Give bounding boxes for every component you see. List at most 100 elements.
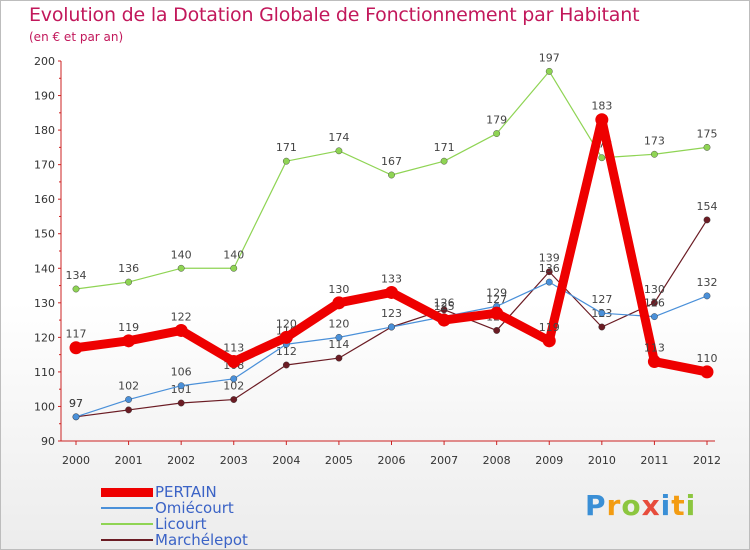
data-label-licourt: 140 [171, 248, 192, 261]
data-label-licourt: 174 [328, 131, 349, 144]
logo-letter: x [641, 489, 661, 522]
data-label-marchelepot: 139 [539, 252, 560, 265]
data-label-omiecourt: 136 [539, 262, 560, 275]
data-point-pertain [227, 355, 241, 369]
legend-swatch-pertain [101, 487, 153, 497]
data-label-omiecourt: 123 [381, 307, 402, 320]
x-tick-label: 2009 [535, 454, 563, 467]
data-point-marchelepot [282, 361, 290, 369]
data-point-marchelepot [177, 399, 185, 407]
data-point-marchelepot [125, 406, 132, 414]
data-label-marchelepot: 101 [171, 383, 192, 396]
chart-title: Evolution de la Dotation Globale de Fonc… [29, 4, 640, 26]
data-label-omiecourt: 132 [697, 276, 718, 289]
series-line-omiecourt [75, 281, 708, 418]
logo-letter: i [685, 489, 697, 522]
data-point-omiecourt [598, 309, 606, 317]
data-point-marchelepot [493, 327, 501, 334]
data-point-licourt [440, 157, 448, 165]
data-label-marchelepot: 102 [223, 380, 244, 393]
data-label-omiecourt: 106 [171, 366, 192, 379]
data-label-pertain: 125 [434, 300, 455, 313]
logo-letter: r [606, 489, 622, 522]
y-tick-label: 190 [34, 90, 55, 103]
data-point-omiecourt [230, 375, 238, 383]
data-label-pertain: 127 [486, 293, 507, 306]
data-label-pertain: 110 [697, 352, 718, 365]
y-tick-label: 110 [34, 366, 55, 379]
data-label-licourt: 175 [697, 127, 718, 140]
data-label-omiecourt: 120 [328, 317, 349, 330]
data-point-pertain [542, 334, 556, 348]
data-point-omiecourt [651, 313, 658, 321]
data-label-pertain: 119 [118, 321, 139, 334]
legend-item-licourt: Licourt [101, 516, 248, 532]
data-point-marchelepot [440, 306, 448, 314]
data-label-pertain: 119 [539, 321, 560, 334]
x-tick-label: 2007 [430, 454, 458, 467]
x-tick-label: 2010 [588, 454, 616, 467]
data-label-pertain: 122 [171, 310, 192, 323]
data-point-licourt [282, 157, 290, 165]
legend-label: Marchélepot [155, 531, 248, 549]
legend-item-omiecourt: Omiécourt [101, 500, 248, 516]
data-label-omiecourt: 97 [69, 397, 83, 410]
data-label-licourt: 134 [66, 269, 87, 282]
data-point-licourt [125, 278, 132, 286]
data-label-pertain: 120 [276, 317, 297, 330]
data-point-omiecourt [703, 292, 711, 300]
data-point-marchelepot [335, 354, 343, 362]
data-point-licourt [493, 130, 501, 137]
x-tick-label: 2008 [483, 454, 511, 467]
data-point-pertain [332, 296, 346, 310]
legend-label: PERTAIN [155, 483, 217, 501]
x-tick-label: 2006 [378, 454, 406, 467]
data-label-pertain: 133 [381, 272, 402, 285]
legend-swatch-marchelepot [101, 539, 153, 541]
data-label-omiecourt: 129 [486, 286, 507, 299]
data-label-omiecourt: 126 [644, 297, 665, 310]
y-tick-label: 170 [34, 159, 55, 172]
logo-letter: i [660, 489, 672, 522]
data-point-pertain [279, 330, 293, 344]
legend-label: Omiécourt [155, 499, 234, 517]
legend-item-marchelepot: Marchélepot [101, 532, 248, 548]
data-point-marchelepot [230, 396, 238, 403]
data-label-licourt: 173 [644, 134, 665, 147]
data-point-omiecourt [125, 396, 132, 403]
data-label-marchelepot: 97 [69, 397, 83, 410]
data-point-pertain [595, 113, 609, 127]
logo-letter: P [585, 489, 607, 522]
data-point-licourt [598, 154, 606, 162]
x-tick-label: 2002 [167, 454, 195, 467]
data-label-licourt: 171 [276, 141, 297, 154]
data-label-pertain: 117 [66, 328, 87, 341]
data-point-licourt [230, 264, 238, 272]
data-point-pertain [490, 306, 504, 320]
y-tick-label: 140 [34, 262, 55, 275]
y-tick-label: 100 [34, 400, 55, 413]
data-label-pertain: 113 [644, 342, 665, 355]
y-tick-label: 160 [34, 193, 55, 206]
data-point-marchelepot [651, 299, 658, 307]
legend-label: Licourt [155, 515, 207, 533]
legend: PERTAIN Omiécourt Licourt Marchélepot [101, 484, 248, 548]
data-label-licourt: 140 [223, 248, 244, 261]
x-tick-label: 2004 [272, 454, 300, 467]
logo-letter: t [671, 489, 686, 522]
y-tick-label: 120 [34, 331, 55, 344]
x-tick-label: 2012 [693, 454, 721, 467]
data-label-pertain: 183 [591, 100, 612, 113]
data-point-marchelepot [703, 216, 711, 224]
chart-subtitle: (en € et par an) [29, 30, 124, 44]
data-label-omiecourt: 102 [118, 380, 139, 393]
y-tick-label: 90 [41, 435, 55, 448]
data-point-pertain [385, 285, 398, 299]
data-point-omiecourt [177, 382, 185, 390]
data-label-omiecourt: 127 [591, 293, 612, 306]
legend-item-pertain: PERTAIN [101, 484, 248, 500]
data-point-omiecourt [388, 323, 395, 331]
data-point-licourt [335, 147, 343, 155]
data-point-pertain [437, 313, 451, 327]
